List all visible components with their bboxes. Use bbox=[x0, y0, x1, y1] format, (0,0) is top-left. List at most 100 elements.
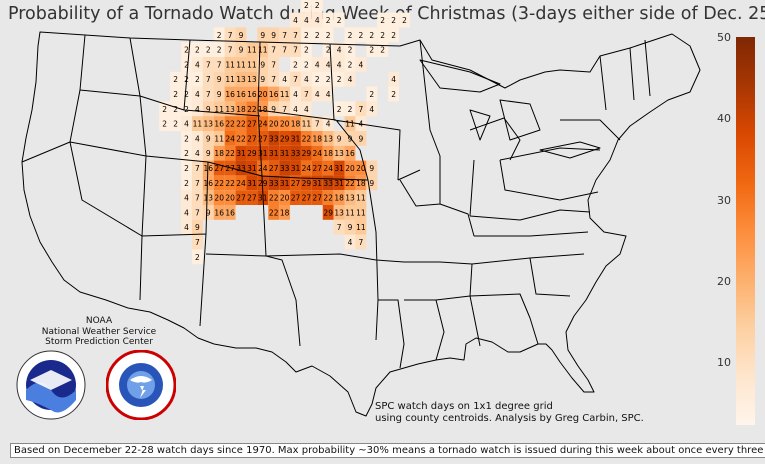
grid-cell-label: 4 bbox=[315, 16, 320, 25]
grid-cell bbox=[181, 145, 192, 161]
grid-cell bbox=[257, 101, 269, 117]
grid-cell-label: 13 bbox=[334, 208, 344, 217]
grid-cell-label: 9 bbox=[260, 31, 265, 40]
grid-cell bbox=[257, 116, 269, 131]
grid-cell-label: 2 bbox=[184, 60, 189, 69]
grid-cell bbox=[344, 219, 356, 235]
grid-cell bbox=[388, 27, 400, 43]
grid-cell bbox=[311, 57, 323, 72]
grid-cell bbox=[333, 42, 345, 57]
grid-cell-label: 11 bbox=[356, 194, 366, 203]
grid-cell-label: 31 bbox=[247, 164, 257, 173]
grid-cell-label: 2 bbox=[217, 31, 222, 40]
grid-cell-label: 2 bbox=[348, 31, 353, 40]
grid-cell bbox=[202, 190, 214, 205]
grid-cell-label: 20 bbox=[269, 120, 279, 129]
credit-line2: using county centroids. Analysis by Greg… bbox=[375, 412, 644, 424]
grid-cell bbox=[355, 160, 367, 176]
grid-cell-label: 18 bbox=[258, 105, 268, 114]
grid-cell-label: 22 bbox=[269, 194, 279, 203]
grid-cell-label: 4 bbox=[195, 105, 200, 114]
grid-cell-label: 7 bbox=[293, 31, 298, 40]
grid-cell bbox=[279, 86, 291, 102]
grid-cell bbox=[333, 205, 345, 220]
grid-cell bbox=[300, 101, 312, 117]
grid-cell-label: 16 bbox=[214, 120, 224, 129]
grid-cell-label: 22 bbox=[225, 179, 235, 188]
grid-cell bbox=[170, 71, 182, 87]
grid-cell bbox=[355, 27, 367, 43]
grid-cell-label: 27 bbox=[291, 179, 301, 188]
grid-cell-label: 2 bbox=[184, 134, 189, 143]
grid-cell-label: 7 bbox=[337, 223, 342, 232]
grid-cell-label: 2 bbox=[304, 46, 309, 55]
grid-cell-label: 2 bbox=[369, 31, 374, 40]
grid-cell bbox=[224, 71, 236, 87]
grid-cell-label: 2 bbox=[337, 16, 342, 25]
grid-cell bbox=[235, 27, 247, 43]
grid-cell-label: 31 bbox=[313, 179, 323, 188]
grid-cell bbox=[279, 27, 291, 43]
grid-cell bbox=[191, 234, 203, 250]
grid-cell bbox=[268, 205, 280, 220]
grid-cell bbox=[213, 190, 225, 205]
grid-cell bbox=[268, 190, 280, 205]
grid-cell-label: 2 bbox=[162, 120, 167, 129]
grid-cell bbox=[333, 101, 345, 117]
grid-cell-label: 33 bbox=[269, 179, 279, 188]
grid-cell bbox=[311, 131, 323, 146]
grid-cell bbox=[344, 205, 356, 220]
grid-cell bbox=[344, 175, 356, 191]
grid-cell-label: 7 bbox=[228, 31, 233, 40]
grid-cell bbox=[181, 86, 192, 102]
grid-cell bbox=[159, 101, 171, 117]
grid-cell bbox=[224, 42, 236, 57]
grid-cell-label: 4 bbox=[195, 60, 200, 69]
grid-cell-label: 24 bbox=[258, 120, 268, 129]
grid-cell-label: 2 bbox=[380, 16, 385, 25]
grid-cell-label: 4 bbox=[184, 194, 189, 203]
grid-cell bbox=[246, 116, 258, 131]
grid-cell bbox=[246, 57, 258, 72]
grid-cell bbox=[377, 42, 389, 57]
grid-cell-label: 11 bbox=[280, 90, 290, 99]
grid-cell-label: 7 bbox=[271, 46, 276, 55]
grid-cell bbox=[279, 160, 291, 176]
grid-cell bbox=[202, 205, 214, 220]
grid-cell-label: 27 bbox=[214, 164, 224, 173]
grid-cell bbox=[268, 145, 280, 161]
grid-cell bbox=[290, 175, 301, 191]
grid-cell bbox=[202, 145, 214, 161]
grid-cell-label: 4 bbox=[304, 105, 309, 114]
grid-cell-label: 7 bbox=[206, 75, 211, 84]
grid-cell-label: 27 bbox=[236, 194, 246, 203]
grid-cell-label: 2 bbox=[348, 105, 353, 114]
grid-cell bbox=[191, 175, 203, 191]
grid-cell bbox=[181, 131, 192, 146]
grid-cell-label: 2 bbox=[337, 105, 342, 114]
grid-cell bbox=[224, 116, 236, 131]
grid-cell-label: 22 bbox=[247, 105, 257, 114]
grid-cell-label: 2 bbox=[369, 90, 374, 99]
grid-cell-label: 11 bbox=[356, 208, 366, 217]
grid-cell-label: 2 bbox=[173, 105, 178, 114]
grid-cell-label: 2 bbox=[402, 16, 407, 25]
grid-cell bbox=[191, 71, 203, 87]
grid-cell bbox=[290, 116, 301, 131]
grid-cell bbox=[399, 12, 410, 28]
grid-cell-label: 18 bbox=[356, 179, 366, 188]
grid-cell-label: 22 bbox=[323, 194, 333, 203]
noaa-line1: NOAA bbox=[85, 316, 113, 326]
grid-cell-label: 4 bbox=[293, 105, 298, 114]
grid-cell-label: 9 bbox=[369, 164, 374, 173]
grid-cell bbox=[322, 86, 334, 102]
credit-line1: SPC watch days on 1x1 degree grid bbox=[375, 401, 553, 412]
grid-cell-label: 2 bbox=[304, 60, 309, 69]
grid-cell bbox=[344, 71, 356, 87]
grid-cell-label: 16 bbox=[247, 90, 257, 99]
grid-cell bbox=[202, 71, 214, 87]
grid-cell bbox=[290, 101, 301, 117]
grid-cell-label: 18 bbox=[323, 149, 333, 158]
grid-cell bbox=[279, 42, 291, 57]
